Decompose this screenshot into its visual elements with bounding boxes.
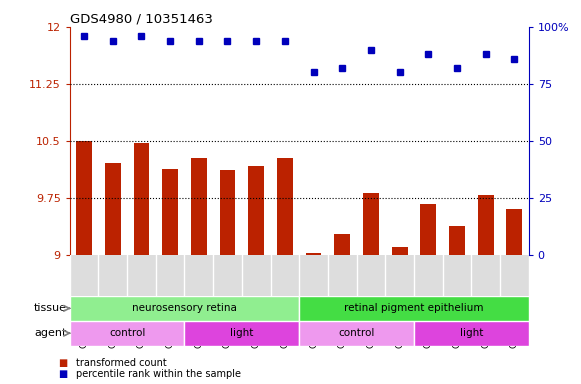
Text: neurosensory retina: neurosensory retina bbox=[132, 303, 237, 313]
Bar bbox=[363, 193, 379, 255]
Text: agent: agent bbox=[34, 328, 67, 338]
Bar bbox=[421, 204, 436, 255]
Bar bbox=[414, 321, 529, 346]
Text: tissue: tissue bbox=[34, 303, 67, 313]
Bar bbox=[306, 253, 321, 255]
Text: transformed count: transformed count bbox=[76, 358, 166, 368]
Bar bbox=[277, 158, 293, 255]
Bar bbox=[220, 170, 235, 255]
Bar bbox=[449, 226, 465, 255]
Bar bbox=[70, 296, 299, 321]
Text: light: light bbox=[460, 328, 483, 338]
Bar bbox=[299, 321, 414, 346]
Text: retinal pigment epithelium: retinal pigment epithelium bbox=[344, 303, 484, 313]
Bar bbox=[392, 247, 407, 255]
Bar bbox=[299, 296, 529, 321]
Bar bbox=[70, 321, 185, 346]
Text: ■: ■ bbox=[58, 358, 67, 368]
Bar bbox=[105, 164, 121, 255]
Text: ■: ■ bbox=[58, 369, 67, 379]
Bar bbox=[162, 169, 178, 255]
Bar bbox=[191, 158, 207, 255]
Bar bbox=[76, 141, 92, 255]
Bar bbox=[334, 234, 350, 255]
Text: GDS4980 / 10351463: GDS4980 / 10351463 bbox=[70, 13, 213, 26]
Text: control: control bbox=[109, 328, 145, 338]
Bar bbox=[185, 321, 299, 346]
Bar bbox=[134, 143, 149, 255]
Text: control: control bbox=[338, 328, 375, 338]
Bar bbox=[248, 166, 264, 255]
Text: percentile rank within the sample: percentile rank within the sample bbox=[76, 369, 241, 379]
Bar bbox=[478, 195, 494, 255]
Text: light: light bbox=[230, 328, 253, 338]
Bar bbox=[507, 209, 522, 255]
